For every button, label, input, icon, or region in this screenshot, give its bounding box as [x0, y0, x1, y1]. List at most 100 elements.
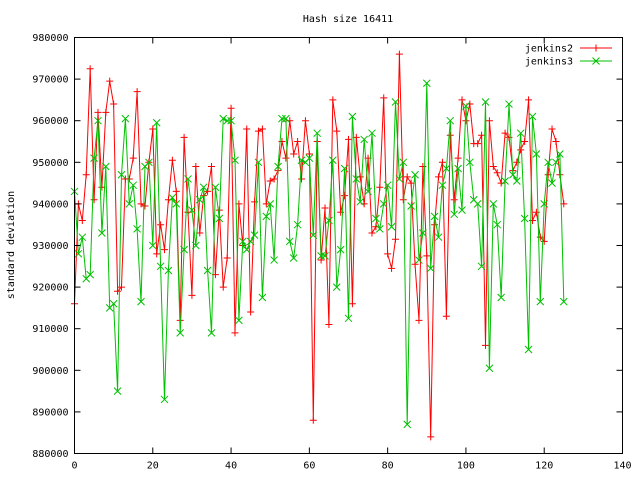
- data-point-plus: [427, 433, 435, 441]
- data-point-plus: [153, 250, 161, 258]
- data-point-cross: [101, 162, 110, 171]
- data-point-plus: [321, 204, 329, 212]
- data-point-plus: [454, 154, 462, 162]
- series-line-jenkins2: [74, 54, 565, 437]
- data-point-plus: [540, 237, 548, 245]
- data-point-cross: [242, 245, 251, 254]
- y-tick-label: 930000: [32, 241, 68, 252]
- data-point-cross: [211, 183, 220, 192]
- data-point-cross: [493, 220, 502, 229]
- data-point-plus: [208, 162, 215, 170]
- data-point-cross: [289, 254, 298, 262]
- data-point-plus: [266, 177, 274, 185]
- data-point-cross: [559, 297, 568, 306]
- legend-label-jenkins3: jenkins3: [525, 57, 573, 68]
- chart-title: Hash size 16411: [303, 14, 393, 25]
- data-point-plus: [298, 175, 306, 183]
- data-point-cross: [176, 329, 185, 337]
- data-point-plus: [521, 138, 529, 145]
- data-point-plus: [294, 138, 302, 145]
- data-point-plus: [196, 229, 204, 237]
- data-point-cross: [195, 195, 204, 204]
- y-tick-label: 890000: [32, 407, 68, 418]
- data-point-cross: [391, 98, 400, 106]
- x-tick-label: 140: [613, 461, 631, 472]
- data-point-cross: [395, 175, 404, 183]
- data-point-plus: [204, 187, 212, 195]
- x-tick-label: 20: [147, 461, 159, 472]
- data-point-cross: [592, 57, 600, 65]
- data-point-plus: [485, 117, 493, 125]
- data-point-cross: [297, 156, 306, 165]
- data-point-plus: [380, 94, 388, 102]
- data-point-cross: [528, 112, 537, 121]
- data-point-plus: [395, 50, 403, 58]
- x-tick-label: 100: [457, 461, 475, 472]
- data-point-plus: [317, 256, 325, 264]
- data-point-cross: [109, 299, 118, 308]
- data-point-cross: [501, 177, 509, 185]
- data-point-plus: [478, 131, 486, 139]
- data-point-plus: [556, 171, 564, 179]
- data-point-cross: [348, 112, 357, 121]
- plot-area: [70, 50, 568, 441]
- data-point-cross: [497, 293, 506, 302]
- data-point-plus: [345, 135, 352, 143]
- data-point-plus: [528, 217, 536, 225]
- data-point-cross: [137, 297, 145, 306]
- data-point-cross: [98, 229, 106, 237]
- data-point-cross: [375, 225, 384, 233]
- data-point-cross: [117, 170, 126, 179]
- data-point-cross: [383, 181, 392, 190]
- data-point-plus: [247, 308, 255, 316]
- data-point-cross: [540, 200, 549, 208]
- data-point-cross: [180, 245, 188, 254]
- y-axis-label: standard deviation: [6, 191, 17, 299]
- data-point-cross: [246, 237, 255, 246]
- data-point-cross: [238, 237, 247, 246]
- data-point-plus: [149, 125, 157, 133]
- data-point-cross: [129, 181, 138, 190]
- data-point-plus: [235, 200, 243, 208]
- data-point-cross: [168, 193, 177, 202]
- data-point-plus: [161, 246, 169, 254]
- data-point-cross: [219, 114, 228, 123]
- data-point-cross: [227, 116, 235, 125]
- y-tick-label: 950000: [32, 158, 68, 169]
- data-point-cross: [235, 316, 243, 325]
- data-point-plus: [192, 162, 200, 170]
- data-point-plus: [227, 104, 235, 112]
- data-point-plus: [78, 217, 86, 225]
- data-point-cross: [352, 175, 361, 183]
- data-point-cross: [94, 116, 102, 125]
- data-point-plus: [129, 154, 137, 162]
- data-point-cross: [532, 150, 541, 158]
- data-point-plus: [411, 260, 419, 268]
- legend-label-jenkins2: jenkins2: [525, 44, 573, 55]
- data-point-cross: [293, 220, 302, 229]
- data-point-cross: [516, 129, 525, 138]
- data-point-cross: [411, 170, 419, 179]
- data-point-cross: [133, 225, 141, 233]
- data-point-cross: [505, 100, 513, 108]
- data-point-cross: [270, 256, 278, 264]
- data-point-cross: [74, 249, 83, 258]
- data-point-cross: [191, 241, 200, 250]
- data-point-plus: [399, 196, 407, 204]
- data-point-cross: [489, 200, 498, 208]
- data-point-cross: [430, 212, 439, 221]
- data-point-plus: [133, 88, 141, 96]
- data-point-cross: [285, 237, 294, 246]
- data-point-cross: [160, 395, 169, 404]
- data-point-plus: [231, 329, 239, 337]
- data-point-cross: [328, 156, 337, 165]
- data-point-cross: [419, 229, 427, 237]
- data-point-plus: [329, 96, 337, 104]
- data-point-cross: [332, 283, 341, 291]
- data-point-plus: [90, 196, 98, 204]
- data-point-cross: [442, 164, 451, 173]
- data-point-plus: [458, 96, 466, 104]
- data-point-cross: [305, 154, 314, 162]
- data-point-cross: [422, 79, 431, 88]
- data-point-cross: [520, 214, 529, 223]
